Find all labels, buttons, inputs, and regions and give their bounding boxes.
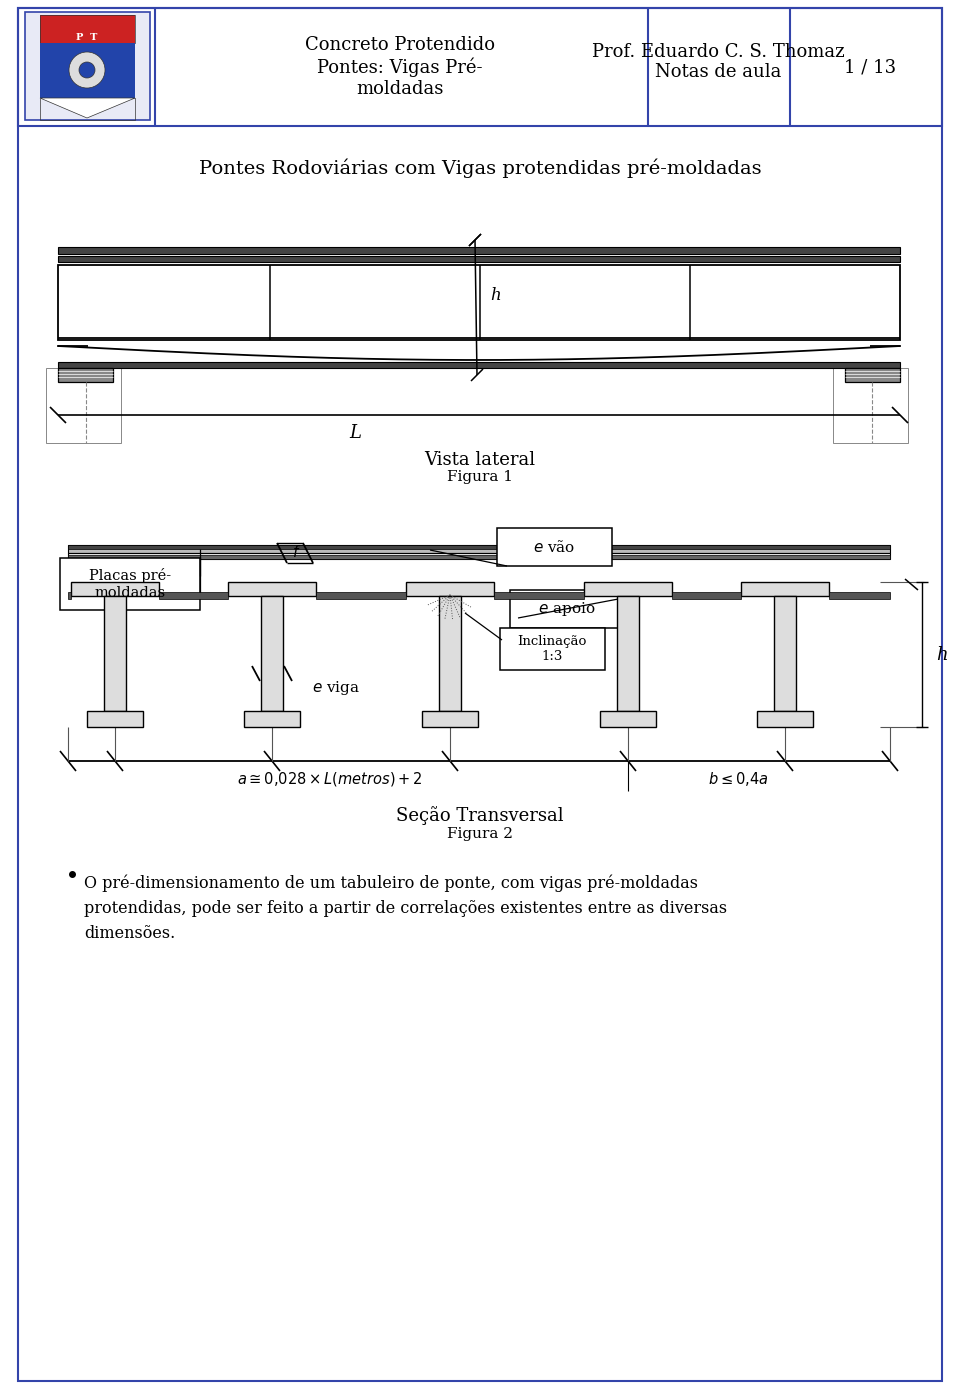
Bar	[617, 596, 639, 711]
Text: $e$ vão: $e$ vão	[533, 539, 575, 556]
Bar	[584, 582, 672, 596]
Bar	[58, 265, 900, 340]
Bar	[40, 99, 135, 119]
Text: Figura 1: Figura 1	[447, 469, 513, 483]
Bar	[500, 628, 605, 669]
Bar	[104, 596, 126, 711]
Text: $e$ apoio: $e$ apoio	[539, 600, 596, 618]
Bar	[510, 590, 625, 628]
Bar	[58, 247, 900, 254]
Bar	[494, 592, 584, 599]
Text: 1 / 13: 1 / 13	[844, 58, 896, 76]
Bar	[406, 582, 494, 596]
Bar	[40, 15, 135, 43]
Bar	[422, 711, 478, 726]
Bar	[25, 13, 150, 119]
Bar	[261, 596, 283, 711]
Bar	[68, 544, 890, 549]
Text: Pontes Rodoviárias com Vigas protendidas pré-moldadas: Pontes Rodoviárias com Vigas protendidas…	[199, 158, 761, 178]
Bar	[87, 711, 143, 726]
Bar	[228, 582, 316, 596]
Polygon shape	[40, 99, 135, 118]
Text: Seção Transversal: Seção Transversal	[396, 807, 564, 825]
Bar	[672, 592, 741, 599]
Text: O pré-dimensionamento de um tabuleiro de ponte, com vigas pré-moldadas
protendid: O pré-dimensionamento de um tabuleiro de…	[84, 874, 727, 942]
Text: $a \cong 0{,}028 \times L(metros) + 2$: $a \cong 0{,}028 \times L(metros) + 2$	[237, 770, 422, 788]
Bar	[18, 8, 942, 126]
Bar	[833, 368, 908, 443]
Bar	[68, 556, 890, 558]
Bar	[316, 592, 406, 599]
Text: $f$: $f$	[293, 544, 301, 560]
Text: L: L	[349, 424, 361, 442]
Bar	[40, 43, 135, 99]
Bar	[774, 596, 796, 711]
Bar	[68, 592, 71, 599]
Text: P  T: P T	[76, 33, 98, 43]
Text: Inclinação
1:3: Inclinação 1:3	[517, 635, 587, 663]
Bar	[741, 582, 829, 596]
Bar	[60, 558, 200, 610]
Bar	[68, 544, 890, 553]
Bar	[71, 582, 159, 596]
Bar	[46, 368, 121, 443]
Text: $e$ viga: $e$ viga	[312, 679, 360, 697]
Text: Vista lateral: Vista lateral	[424, 451, 536, 469]
Bar	[845, 368, 900, 382]
Bar	[58, 363, 900, 368]
Bar	[439, 596, 461, 711]
Circle shape	[69, 51, 105, 88]
Text: $b \leq 0{,}4a$: $b \leq 0{,}4a$	[708, 770, 768, 788]
Bar	[159, 592, 228, 599]
Bar	[58, 368, 113, 382]
Bar	[757, 711, 813, 726]
Text: Concreto Protendido
Pontes: Vigas Pré-
moldadas: Concreto Protendido Pontes: Vigas Pré- m…	[305, 36, 495, 97]
Text: Figura 2: Figura 2	[447, 826, 513, 840]
Bar	[68, 553, 890, 558]
Bar	[40, 15, 135, 43]
Circle shape	[79, 63, 95, 78]
Bar	[58, 256, 900, 263]
Text: Placas pré-
moldadas: Placas pré- moldadas	[89, 568, 171, 600]
Bar	[829, 592, 890, 599]
Text: Prof. Eduardo C. S. Thomaz
Notas de aula: Prof. Eduardo C. S. Thomaz Notas de aula	[591, 43, 844, 82]
Bar	[600, 711, 656, 726]
Text: h: h	[936, 646, 948, 664]
Text: h: h	[490, 288, 501, 304]
Bar	[497, 528, 612, 565]
Bar	[244, 711, 300, 726]
